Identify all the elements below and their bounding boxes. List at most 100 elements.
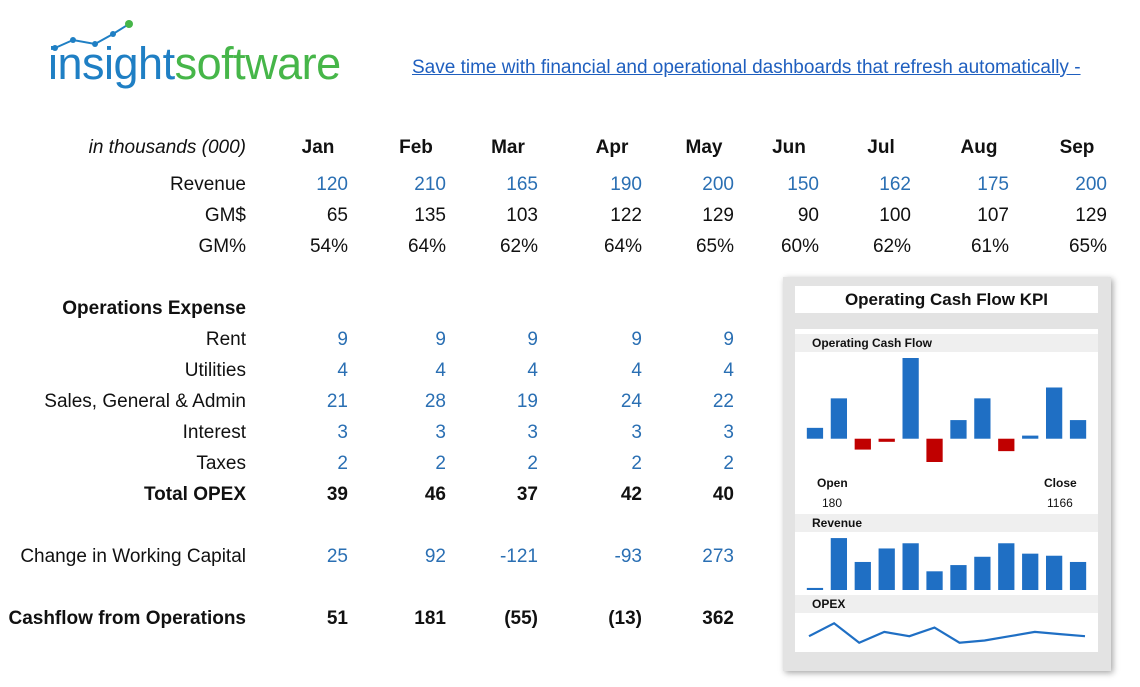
cell-revenue-jan: 120 bbox=[316, 174, 348, 195]
cell-cfo-mar: (55) bbox=[504, 608, 538, 629]
cell-rent-feb: 9 bbox=[435, 329, 446, 350]
cell-revenue-apr: 190 bbox=[610, 174, 642, 195]
month-header-feb: Feb bbox=[399, 137, 433, 158]
month-header-sep: Sep bbox=[1059, 137, 1095, 158]
cell-total-opex-jan: 39 bbox=[326, 484, 348, 505]
ocf-bar-1 bbox=[806, 427, 824, 439]
revenue-bar-5 bbox=[902, 543, 919, 590]
revenue-bar-11 bbox=[1045, 555, 1063, 590]
ocf-bar-10 bbox=[1022, 435, 1039, 439]
cell-total-opex-mar: 37 bbox=[516, 484, 538, 505]
cell-revenue-aug: 175 bbox=[977, 174, 1009, 195]
cell-gm-pct-jan: 54% bbox=[309, 236, 348, 257]
cell-cfo-may: 362 bbox=[702, 608, 734, 629]
cell-sga-jan: 21 bbox=[326, 391, 348, 412]
open-label: Open bbox=[817, 476, 848, 490]
row-label-sga: Sales, General & Admin bbox=[44, 391, 246, 412]
cell-rent-jan: 9 bbox=[337, 329, 348, 350]
month-header-jun: Jun bbox=[772, 137, 806, 158]
ocf-bar-6 bbox=[926, 438, 943, 462]
cell-revenue-feb: 210 bbox=[414, 174, 446, 195]
kpi-title: Operating Cash Flow KPI bbox=[795, 286, 1098, 313]
revenue-bar-3 bbox=[854, 561, 871, 590]
opex-line bbox=[808, 622, 1086, 644]
cell-wc-may: 273 bbox=[702, 546, 734, 567]
row-label-gm-dollar: GM$ bbox=[204, 205, 246, 226]
dashboards-promo-link[interactable]: Save time with financial and operational… bbox=[412, 57, 1081, 78]
cell-interest-feb: 3 bbox=[435, 422, 446, 443]
revenue-bar-4 bbox=[878, 548, 895, 590]
row-label-wc: Change in Working Capital bbox=[20, 546, 246, 567]
row-label-total-opex: Total OPEX bbox=[143, 484, 246, 505]
cell-gm-pct-apr: 64% bbox=[603, 236, 642, 257]
kpi-charts-panel: Operating Cash Flow Open 180 Close 1166 … bbox=[795, 329, 1098, 652]
cell-sga-feb: 28 bbox=[424, 391, 446, 412]
cell-gm-dollar-jul: 100 bbox=[879, 205, 911, 226]
cell-total-opex-apr: 42 bbox=[620, 484, 642, 505]
close-label: Close bbox=[1044, 476, 1077, 490]
ocf-bar-2 bbox=[830, 398, 848, 439]
ocf-bar-chart bbox=[806, 358, 1087, 462]
cell-revenue-jul: 162 bbox=[879, 174, 911, 195]
cell-sga-may: 22 bbox=[712, 391, 734, 412]
cell-cfo-jan: 51 bbox=[326, 608, 348, 629]
cell-utilities-mar: 4 bbox=[527, 360, 538, 381]
ocf-bar-3 bbox=[854, 438, 871, 450]
close-value: 1166 bbox=[1047, 496, 1073, 510]
ocf-bar-4 bbox=[878, 438, 895, 442]
logo-software: software bbox=[174, 38, 342, 89]
cell-gm-dollar-mar: 103 bbox=[506, 205, 538, 226]
logo-trend-icon bbox=[52, 20, 133, 51]
revenue-bar-8 bbox=[974, 556, 991, 590]
cell-rent-apr: 9 bbox=[631, 329, 642, 350]
cell-gm-dollar-sep: 129 bbox=[1075, 205, 1107, 226]
cell-total-opex-may: 40 bbox=[712, 484, 734, 505]
cell-utilities-apr: 4 bbox=[631, 360, 642, 381]
ocf-bar-7 bbox=[950, 420, 967, 439]
ocf-bar-8 bbox=[974, 398, 991, 439]
cell-interest-jan: 3 bbox=[337, 422, 348, 443]
cell-gm-dollar-aug: 107 bbox=[977, 205, 1009, 226]
revenue-bar-10 bbox=[1022, 553, 1039, 590]
row-label-gm-pct: GM% bbox=[198, 236, 247, 257]
cell-taxes-mar: 2 bbox=[527, 453, 538, 474]
opex-chart-heading: OPEX bbox=[795, 595, 1098, 613]
cell-revenue-jun: 150 bbox=[787, 174, 819, 195]
month-header-aug: Aug bbox=[960, 137, 998, 158]
cell-gm-pct-jun: 60% bbox=[780, 236, 819, 257]
cell-rent-mar: 9 bbox=[527, 329, 538, 350]
cell-interest-may: 3 bbox=[723, 422, 734, 443]
month-header-jan: Jan bbox=[301, 137, 335, 158]
row-label-taxes: Taxes bbox=[196, 453, 246, 474]
cell-wc-feb: 92 bbox=[424, 546, 446, 567]
revenue-bar-chart bbox=[806, 538, 1087, 590]
cell-taxes-may: 2 bbox=[723, 453, 734, 474]
revenue-bar-9 bbox=[998, 543, 1015, 590]
row-label-interest: Interest bbox=[182, 422, 246, 443]
ocf-chart-heading: Operating Cash Flow bbox=[795, 334, 1098, 352]
cell-gm-pct-jul: 62% bbox=[872, 236, 911, 257]
opex-line-chart bbox=[808, 622, 1086, 644]
open-value: 180 bbox=[822, 496, 843, 510]
month-header-may: May bbox=[685, 137, 723, 158]
cell-gm-dollar-may: 129 bbox=[702, 205, 734, 226]
month-header-jul: Jul bbox=[867, 137, 895, 158]
cell-utilities-jan: 4 bbox=[337, 360, 348, 381]
unit-label: in thousands (000) bbox=[88, 137, 246, 158]
cell-total-opex-feb: 46 bbox=[424, 484, 446, 505]
cell-rent-may: 9 bbox=[723, 329, 734, 350]
ocf-bar-5 bbox=[902, 358, 919, 439]
cell-taxes-apr: 2 bbox=[631, 453, 642, 474]
cell-gm-pct-feb: 64% bbox=[407, 236, 446, 257]
revenue-bar-1 bbox=[806, 587, 824, 590]
cell-utilities-may: 4 bbox=[723, 360, 734, 381]
cell-revenue-mar: 165 bbox=[506, 174, 538, 195]
insightsoftware-logo: insightsoftware bbox=[45, 18, 341, 94]
cell-gm-dollar-jun: 90 bbox=[797, 205, 819, 226]
row-label-revenue: Revenue bbox=[169, 174, 246, 195]
cell-taxes-jan: 2 bbox=[337, 453, 348, 474]
cell-gm-pct-aug: 61% bbox=[970, 236, 1009, 257]
cell-sga-mar: 19 bbox=[516, 391, 538, 412]
ocf-bar-12 bbox=[1069, 420, 1087, 439]
cell-gm-pct-sep: 65% bbox=[1068, 236, 1107, 257]
